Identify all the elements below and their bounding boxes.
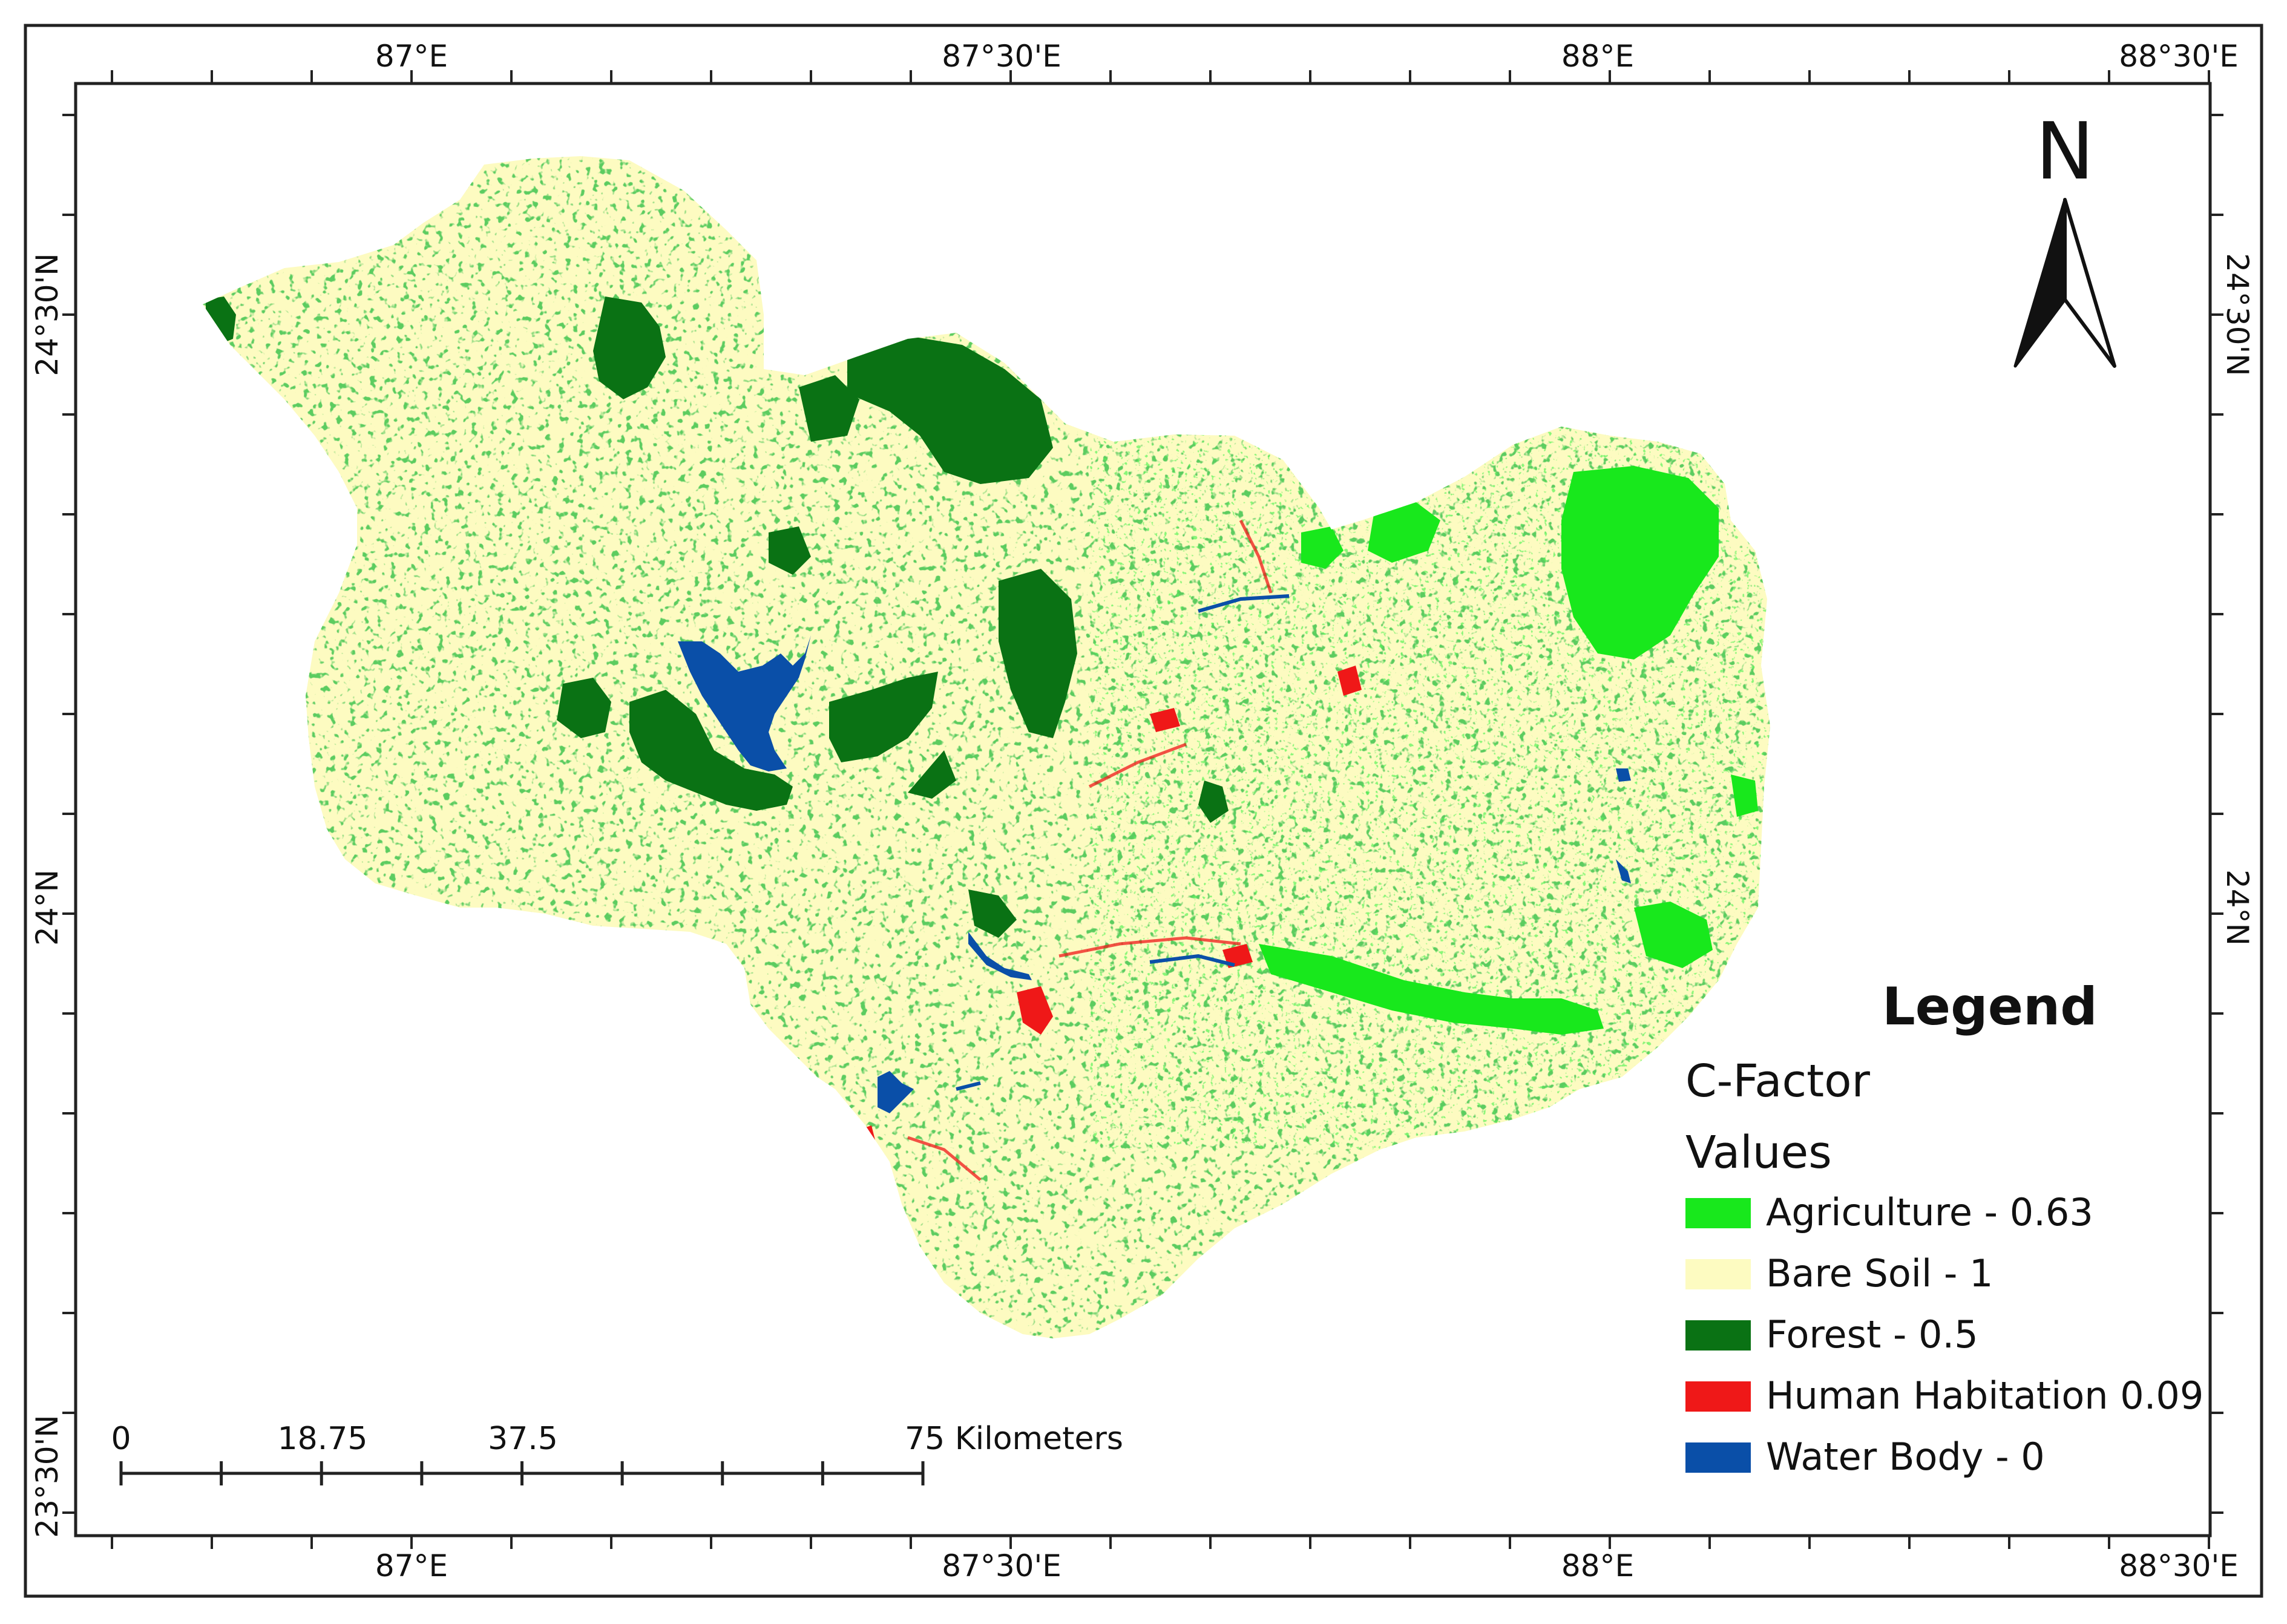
lon-labels-top: 87°E 87°30'E 88°E 88°30'E xyxy=(375,39,2239,74)
legend-label: Agriculture - 0.63 xyxy=(1766,1190,2093,1234)
scale-label: 37.5 xyxy=(488,1421,558,1457)
legend-label: Forest - 0.5 xyxy=(1766,1312,1978,1357)
lon-labels-bottom: 87°E 87°30'E 88°E 88°30'E xyxy=(375,1548,2239,1583)
lat-label: 24°N xyxy=(30,869,65,946)
legend-label: Water Body - 0 xyxy=(1766,1435,2045,1479)
legend: Legend C-Factor Values Agriculture - 0.6… xyxy=(1685,977,2203,1479)
lat-labels-left: 24°30'N 24°N 23°30'N xyxy=(30,253,65,1537)
lon-label: 88°30'E xyxy=(2119,1548,2239,1583)
scale-label: 0 xyxy=(111,1421,131,1457)
lat-label: 24°N xyxy=(2220,869,2255,946)
legend-swatch xyxy=(1685,1442,1751,1473)
lon-label: 88°E xyxy=(1561,39,1634,74)
lon-label: 87°E xyxy=(375,39,448,74)
lon-label: 87°30'E xyxy=(942,1548,1061,1583)
legend-swatch xyxy=(1685,1198,1751,1228)
north-letter: N xyxy=(2035,105,2094,197)
agriculture-patches xyxy=(1259,466,1758,1035)
lat-label: 24°30'N xyxy=(30,253,65,376)
water-bodies xyxy=(678,635,1631,1113)
legend-label: Human Habitation 0.09 xyxy=(1766,1374,2203,1418)
habitation-lines xyxy=(907,519,1273,1181)
legend-swatch xyxy=(1685,1320,1751,1351)
outer-frame xyxy=(24,24,2263,1598)
lat-labels-right: 24°30'N 24°N xyxy=(2220,253,2255,946)
lat-label: 23°30'N xyxy=(30,1415,65,1537)
lon-label: 87°E xyxy=(375,1548,448,1583)
north-arrow-icon: N xyxy=(2013,105,2116,368)
lat-label: 24°30'N xyxy=(2220,253,2255,376)
legend-title: Legend xyxy=(1882,977,2098,1037)
scale-bar: 0 18.75 37.5 75 Kilometers xyxy=(111,1421,1123,1485)
forest-patches xyxy=(206,296,1229,938)
river-channels xyxy=(956,594,1290,1091)
lon-label: 87°30'E xyxy=(942,39,1061,74)
graticule-ticks xyxy=(62,70,2223,1549)
lon-label: 88°30'E xyxy=(2119,39,2239,74)
legend-swatch xyxy=(1685,1381,1751,1412)
legend-swatch xyxy=(1685,1259,1751,1289)
legend-label: Bare Soil - 1 xyxy=(1766,1251,1993,1295)
scale-label: 18.75 xyxy=(278,1421,368,1457)
scale-label: 75 Kilometers xyxy=(905,1421,1123,1457)
legend-subtitle: Values xyxy=(1685,1127,1832,1179)
legend-field: C-Factor xyxy=(1685,1055,1870,1107)
lon-label: 88°E xyxy=(1561,1548,1634,1583)
legend-items: Agriculture - 0.63 Bare Soil - 1 Forest - … xyxy=(1685,1190,2203,1479)
